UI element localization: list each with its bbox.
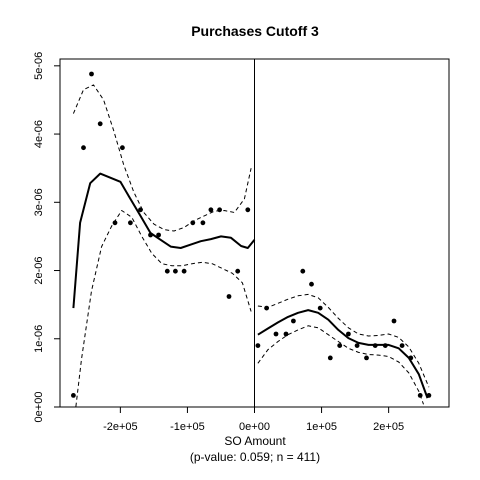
data-point-20: [255, 343, 261, 348]
data-point-22: [273, 331, 279, 337]
data-point-18: [235, 268, 241, 274]
data-point-33: [372, 343, 378, 348]
data-point-34: [382, 343, 388, 348]
y-tick-label-0: 0e+00: [33, 392, 45, 423]
x-axis-subtitle: (p-value: 0.059; n = 411): [190, 450, 320, 464]
fit-lines-layer: [72, 84, 430, 407]
y-tick-label-4: 4e-06: [33, 120, 45, 148]
data-point-12: [181, 268, 187, 274]
y-tick-label-5: 5e-06: [33, 52, 45, 80]
data-point-19: [245, 207, 251, 213]
data-point-9: [156, 232, 162, 238]
x-axis-title: SO Amount: [224, 434, 286, 448]
fit-line-1: [257, 309, 429, 399]
data-point-7: [138, 207, 143, 213]
confidence-band-line-3: [257, 325, 424, 405]
data-point-6: [127, 220, 133, 226]
data-point-2: [89, 71, 94, 77]
data-point-1: [81, 145, 86, 151]
data-point-24: [291, 318, 296, 324]
data-point-38: [417, 393, 423, 398]
confidence-band-line-0: [72, 84, 252, 232]
data-point-31: [354, 343, 360, 348]
y-axis: 0e+00 1e-06 2e-06 3e-06 4e-06 5e-06: [33, 52, 61, 423]
y-tick-label-1: 1e-06: [33, 325, 45, 353]
data-point-26: [309, 281, 314, 287]
data-point-3: [97, 121, 103, 127]
data-point-23: [283, 331, 289, 337]
points-layer: [71, 71, 432, 398]
data-point-0: [71, 393, 76, 398]
data-point-17: [226, 294, 232, 299]
data-point-25: [300, 268, 306, 274]
data-point-35: [391, 318, 397, 324]
data-point-30: [346, 331, 351, 337]
y-tick-label-3: 3e-06: [33, 188, 45, 216]
data-point-27: [317, 305, 323, 311]
x-tick-label-1: -1e+05: [170, 421, 205, 433]
x-tick-label-3: 1e+05: [306, 421, 337, 433]
data-point-32: [364, 355, 369, 361]
confidence-band-line-2: [257, 293, 430, 388]
data-point-13: [190, 220, 196, 226]
data-point-5: [120, 145, 125, 151]
data-point-4: [112, 220, 118, 226]
data-point-21: [264, 305, 269, 311]
confidence-band-line-1: [75, 210, 252, 407]
data-point-29: [337, 343, 343, 348]
x-axis: -2e+05 -1e+05 0e+00 1e+05 2e+05: [103, 406, 404, 433]
data-point-10: [164, 268, 170, 274]
x-tick-label-0: -2e+05: [103, 421, 138, 433]
chart-title: Purchases Cutoff 3: [191, 23, 319, 39]
data-point-14: [200, 220, 206, 226]
fit-line-0: [72, 172, 256, 309]
data-point-16: [217, 207, 223, 213]
data-point-28: [327, 355, 333, 361]
x-tick-label-2: 0e+00: [239, 421, 270, 433]
data-point-8: [148, 232, 153, 238]
data-point-11: [173, 268, 178, 274]
data-point-39: [426, 393, 432, 398]
data-point-37: [408, 355, 414, 361]
data-point-15: [208, 207, 214, 213]
x-tick-label-4: 2e+05: [373, 421, 404, 433]
y-tick-label-2: 2e-06: [33, 256, 45, 284]
data-point-36: [399, 343, 405, 348]
